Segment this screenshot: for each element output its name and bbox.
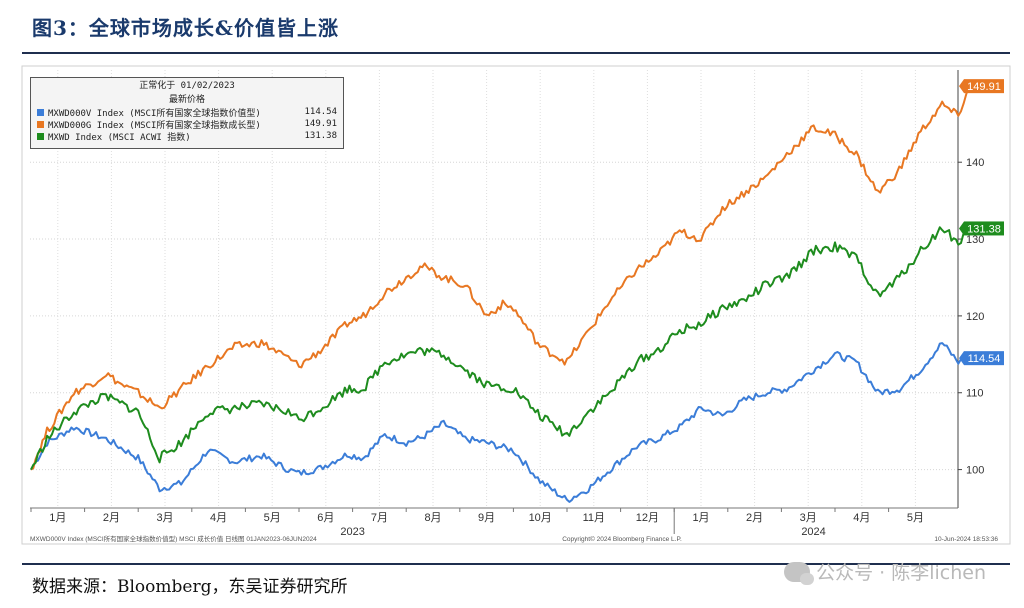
y-tick-label-130: 130 xyxy=(966,234,984,246)
legend-swatch-value xyxy=(37,108,44,116)
x-tick-label-15: 4月 xyxy=(853,512,870,524)
year-label-2023: 2023 xyxy=(340,526,364,538)
legend-value-growth: 149.91 xyxy=(304,119,337,129)
year-label-2024: 2024 xyxy=(801,526,825,538)
y-tick-label-100: 100 xyxy=(966,465,984,477)
legend-header-latest: 最新价格 xyxy=(168,95,205,105)
x-tick-label-12: 1月 xyxy=(692,512,709,524)
y-tick-label-110: 110 xyxy=(966,388,984,400)
y-tick-label-120: 120 xyxy=(966,311,984,323)
x-tick-label-11: 12月 xyxy=(636,512,659,524)
source-divider xyxy=(22,563,1010,565)
legend-value-value: 114.54 xyxy=(304,107,337,117)
series-line-1 xyxy=(30,85,970,471)
series-line-0 xyxy=(30,342,970,503)
legend-header-normalized: 正常化于 01/02/2023 xyxy=(139,81,235,91)
wechat-icon xyxy=(784,561,815,585)
legend-swatch-acwi xyxy=(37,132,44,140)
last-value-pointer-0 xyxy=(959,351,964,366)
x-tick-label-2: 3月 xyxy=(156,512,173,524)
x-tick-label-4: 5月 xyxy=(264,512,281,524)
footer-copyright: Copyright© 2024 Bloomberg Finance L.P. xyxy=(562,535,682,543)
last-value-pointer-1 xyxy=(959,79,964,94)
legend-label-growth: MXWD000G Index (MSCI所有国家全球指数成长型) xyxy=(48,120,261,131)
last-value-box-0 xyxy=(964,351,1004,366)
series-line-2 xyxy=(30,226,970,471)
x-tick-label-10: 11月 xyxy=(583,512,605,524)
last-value-label-2: 131.38 xyxy=(967,223,1001,235)
x-tick-label-6: 7月 xyxy=(371,512,388,524)
x-tick-label-5: 6月 xyxy=(317,512,334,524)
last-value-box-1 xyxy=(964,79,1004,94)
source-note: 数据来源：Bloomberg，东吴证券研究所 xyxy=(32,577,348,597)
title-divider xyxy=(22,52,1010,54)
x-tick-label-0: 1月 xyxy=(49,512,66,524)
legend-label-value: MXWD000V Index (MSCI所有国家全球指数价值型) xyxy=(48,108,261,119)
watermark: 公众号 · 陈李lichen xyxy=(784,558,986,585)
last-value-box-2 xyxy=(964,221,1004,236)
x-tick-label-8: 9月 xyxy=(478,512,495,524)
footer-left: MXWD000V Index (MSCI所有国家全球指数价值型) MSCI 成长… xyxy=(30,534,317,543)
x-tick-label-3: 4月 xyxy=(210,512,227,524)
last-value-label-0: 114.54 xyxy=(968,353,1001,365)
legend-swatch-growth xyxy=(37,120,44,128)
footer-timestamp: 10-Jun-2024 18:53:36 xyxy=(934,536,998,543)
y-tick-label-140: 140 xyxy=(966,157,984,169)
line-chart: 100 110 120 130 140 1月 2月 3月 4月 5月 6月 7月 8月 9月 10月 11月 1… xyxy=(21,65,1011,545)
legend-label-acwi: MXWD Index (MSCI ACWI 指数) xyxy=(48,132,191,143)
x-tick-label-9: 10月 xyxy=(529,512,552,524)
page-title: 图3：全球市场成长&价值皆上涨 xyxy=(32,16,339,40)
x-tick-label-14: 3月 xyxy=(800,512,817,524)
x-tick-label-7: 8月 xyxy=(424,512,441,524)
legend-entry-acwi: MXWD Index (MSCI ACWI 指数) 131.38 xyxy=(31,130,343,143)
chart-legend: 正常化于 01/02/2023 最新价格 MXWD000V Index (MSC… xyxy=(30,77,344,149)
watermark-text: 公众号 · 陈李lichen xyxy=(816,562,986,584)
x-tick-label-1: 2月 xyxy=(103,512,120,524)
last-value-label-1: 149.91 xyxy=(967,81,1001,93)
legend-entry-growth: MXWD000G Index (MSCI所有国家全球指数成长型) 149.91 xyxy=(31,118,343,131)
x-tick-label-13: 2月 xyxy=(746,512,763,524)
x-tick-label-16: 5月 xyxy=(907,512,924,524)
last-value-pointer-2 xyxy=(959,221,964,236)
legend-value-acwi: 131.38 xyxy=(304,131,337,141)
legend-entry-value: MXWD000V Index (MSCI所有国家全球指数价值型) 114.54 xyxy=(31,106,343,119)
